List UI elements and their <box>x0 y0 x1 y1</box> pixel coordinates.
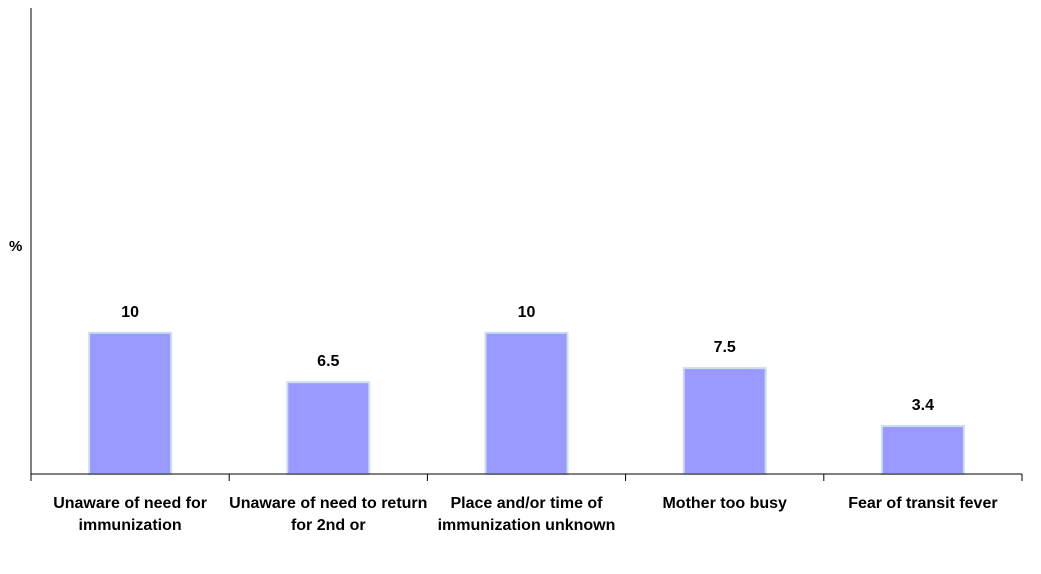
y-axis-label: % <box>9 238 23 255</box>
category-label: Fear of transit fever <box>848 495 998 512</box>
bar <box>880 424 965 476</box>
bar-value-label: 10 <box>121 304 139 321</box>
category-label: Place and/or time of immunization unknow… <box>437 495 616 534</box>
bar <box>88 331 173 475</box>
bar-value-label: 10 <box>518 304 536 321</box>
bar <box>286 381 371 476</box>
category-label: Mother too busy <box>662 495 787 512</box>
x-ticks-group <box>30 474 1023 481</box>
bar-value-label: 7.5 <box>714 339 736 356</box>
bars-group <box>88 331 965 476</box>
category-label: Unaware of need for immunization <box>53 495 207 534</box>
category-label: Unaware of need to return for 2nd or <box>229 495 428 534</box>
value-labels-group: 10 6.5 10 7.5 3.4 <box>121 304 934 414</box>
bar-value-label: 6.5 <box>317 353 339 370</box>
bar <box>682 367 767 475</box>
bar <box>484 331 569 475</box>
bar-value-label: 3.4 <box>912 397 934 414</box>
